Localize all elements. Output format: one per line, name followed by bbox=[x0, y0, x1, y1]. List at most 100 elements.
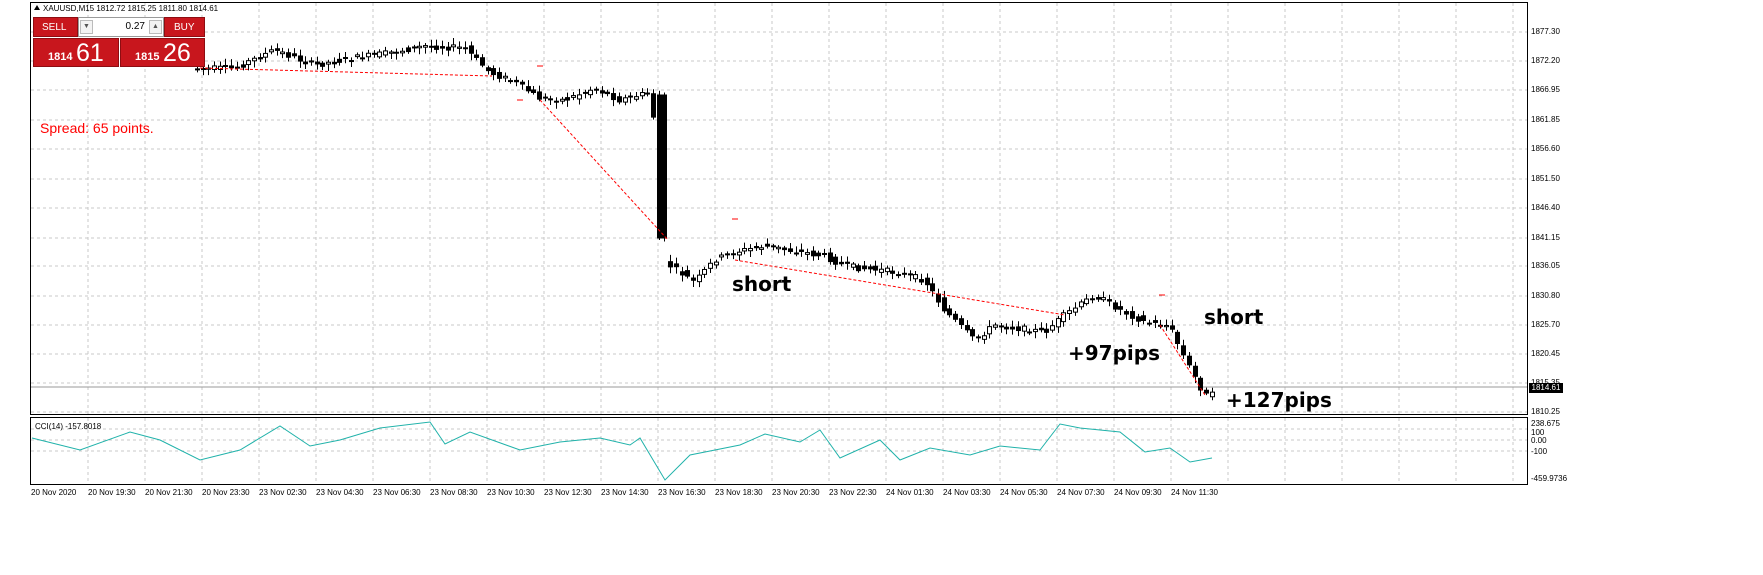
time-axis-label: 24 Nov 11:30 bbox=[1171, 488, 1218, 497]
time-axis-label: 23 Nov 10:30 bbox=[487, 488, 535, 497]
candle-body bbox=[930, 283, 935, 292]
candle-body bbox=[280, 51, 285, 55]
candle-body bbox=[833, 256, 838, 265]
candle-body bbox=[662, 94, 667, 239]
buy-button[interactable]: BUY bbox=[164, 17, 205, 37]
candle-body bbox=[697, 274, 702, 283]
candle-body bbox=[320, 62, 325, 67]
price-axis-label: 1856.60 bbox=[1531, 144, 1560, 153]
candle-body bbox=[366, 52, 371, 58]
candle-body bbox=[628, 95, 633, 98]
candle-body bbox=[337, 58, 342, 63]
candle-body bbox=[201, 67, 206, 70]
trade-line bbox=[539, 99, 669, 241]
candle-body bbox=[372, 52, 377, 55]
candle-body bbox=[326, 61, 331, 65]
candle-body bbox=[1016, 326, 1021, 332]
trade-line bbox=[1159, 324, 1206, 396]
candle-body bbox=[1101, 297, 1106, 301]
candle-body bbox=[691, 277, 696, 281]
time-axis-label: 24 Nov 01:30 bbox=[886, 488, 934, 497]
candle-body bbox=[286, 52, 291, 58]
candle-body bbox=[343, 57, 348, 60]
candle-body bbox=[754, 246, 759, 249]
lot-increase-arrow-icon[interactable]: ▲ bbox=[149, 20, 162, 34]
candle-body bbox=[429, 45, 434, 48]
candle-body bbox=[896, 274, 901, 277]
time-axis-label: 20 Nov 23:30 bbox=[202, 488, 250, 497]
candle-body bbox=[640, 92, 645, 97]
candle-body bbox=[1136, 316, 1141, 322]
candle-body bbox=[925, 277, 930, 286]
candle-body bbox=[292, 53, 297, 57]
sell-button[interactable]: SELL bbox=[33, 17, 78, 37]
cci-axis-label: 0.00 bbox=[1531, 436, 1547, 445]
annotation-127pips: +127pips bbox=[1226, 388, 1332, 412]
candle-body bbox=[588, 89, 593, 96]
sell-price-main: 1814 bbox=[48, 51, 73, 63]
candle-body bbox=[856, 265, 861, 272]
time-axis-label: 24 Nov 07:30 bbox=[1057, 488, 1105, 497]
sell-price-button[interactable]: 1814 61 bbox=[33, 38, 119, 67]
candle-body bbox=[1193, 365, 1198, 377]
candle-body bbox=[982, 335, 987, 340]
candle-body bbox=[269, 49, 274, 53]
candle-body bbox=[212, 65, 217, 71]
candle-body bbox=[548, 98, 553, 101]
price-axis-label: 1836.05 bbox=[1531, 261, 1560, 270]
candle-body bbox=[605, 91, 610, 95]
candle-body bbox=[315, 61, 320, 65]
candle-body bbox=[680, 271, 685, 276]
candle-body bbox=[246, 60, 251, 66]
candle-body bbox=[1153, 320, 1158, 323]
time-axis-label: 23 Nov 20:30 bbox=[772, 488, 820, 497]
candle-body bbox=[1107, 299, 1112, 302]
candle-body bbox=[674, 263, 679, 268]
candle-body bbox=[303, 61, 308, 65]
candle-body bbox=[725, 253, 730, 256]
candle-body bbox=[394, 51, 399, 54]
candle-body bbox=[503, 75, 508, 79]
lot-decrease-arrow-icon[interactable]: ▼ bbox=[80, 20, 93, 34]
candle-body bbox=[719, 254, 724, 258]
candle-body bbox=[1044, 328, 1049, 333]
candle-body bbox=[537, 91, 542, 100]
cci-axis-label: -459.9736 bbox=[1531, 474, 1568, 483]
buy-price-main: 1815 bbox=[135, 51, 160, 63]
buy-price-button[interactable]: 1815 26 bbox=[120, 38, 205, 67]
price-axis-label: 1877.30 bbox=[1531, 27, 1560, 36]
candle-body bbox=[685, 270, 690, 277]
candle-body bbox=[497, 71, 502, 79]
candle-body bbox=[965, 325, 970, 331]
candle-body bbox=[1004, 326, 1009, 330]
candle-body bbox=[902, 272, 907, 275]
time-axis-label: 23 Nov 22:30 bbox=[829, 488, 877, 497]
candle-body bbox=[919, 279, 924, 283]
candle-body bbox=[1124, 311, 1129, 315]
candle-body bbox=[1084, 298, 1089, 305]
candle-body bbox=[868, 266, 873, 270]
candle-body bbox=[993, 324, 998, 328]
price-axis-label: 1851.50 bbox=[1531, 174, 1560, 183]
candle-body bbox=[1010, 326, 1015, 330]
candle-body bbox=[565, 97, 570, 101]
candle-body bbox=[349, 60, 354, 63]
candle-body bbox=[406, 47, 411, 53]
candle-body bbox=[1141, 315, 1146, 322]
lot-size-value[interactable]: 0.27 bbox=[125, 21, 145, 32]
candle-body bbox=[799, 249, 804, 252]
time-axis-label: 23 Nov 18:30 bbox=[715, 488, 763, 497]
candle-body bbox=[1039, 327, 1044, 331]
lot-size-stepper[interactable]: ▼ 0.27 ▲ bbox=[78, 17, 164, 37]
collapse-triangle-icon[interactable] bbox=[34, 5, 40, 10]
current-price-tag: 1814.61 bbox=[1529, 383, 1563, 393]
time-axis-label: 23 Nov 02:30 bbox=[259, 488, 307, 497]
price-axis-label: 1830.80 bbox=[1531, 291, 1560, 300]
candle-body bbox=[947, 308, 952, 316]
candle-body bbox=[999, 325, 1004, 328]
price-axis-label: 1861.85 bbox=[1531, 115, 1560, 124]
candle-body bbox=[1061, 312, 1066, 323]
time-axis-label: 20 Nov 19:30 bbox=[88, 488, 136, 497]
